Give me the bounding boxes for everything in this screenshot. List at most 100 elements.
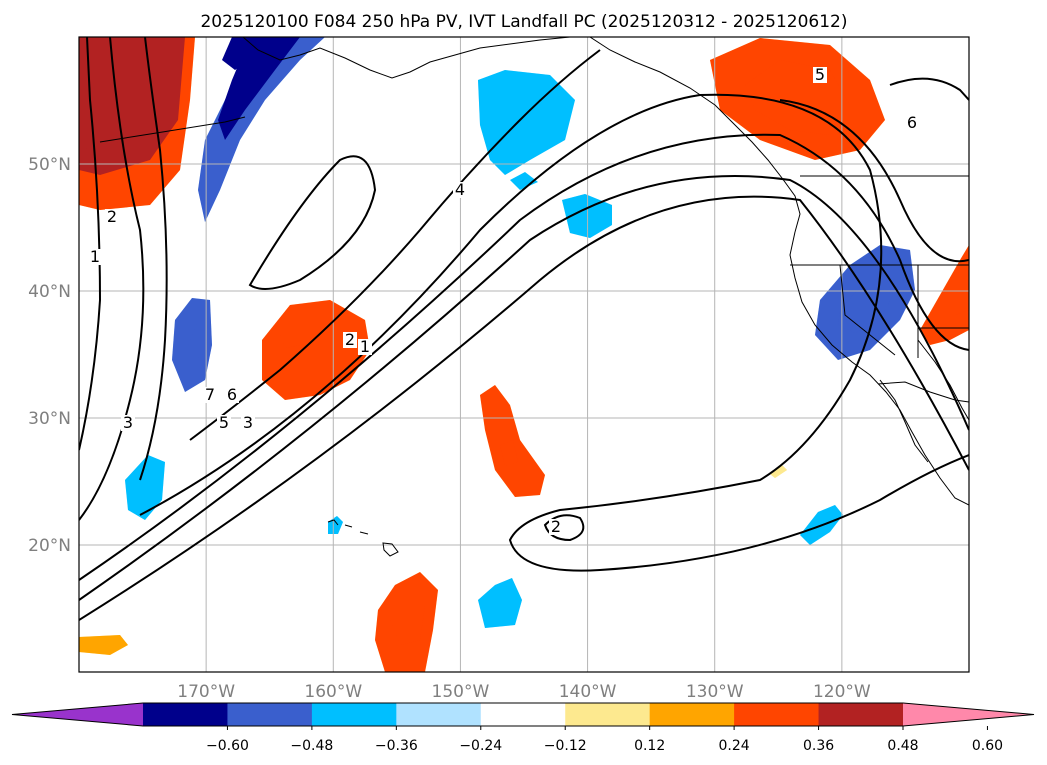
pv-label-bg	[241, 415, 255, 431]
pv-label-bg	[453, 182, 467, 198]
pv-label-bg	[549, 519, 563, 535]
pc-fill-main	[478, 70, 575, 175]
colorbar-tick-label: 0.48	[887, 738, 918, 754]
lat-tick-label: 50°N	[28, 155, 71, 175]
pc-fill-main	[920, 245, 969, 345]
gridlines	[79, 37, 969, 672]
colorbar-swatch	[818, 703, 904, 726]
pv-contours	[79, 37, 969, 621]
colorbar-swatch	[396, 703, 482, 726]
pc-fill-main	[125, 455, 165, 520]
pv-contour-label: 1	[90, 247, 100, 266]
pv-contour-label: 1	[360, 337, 370, 356]
pc-fill-core	[218, 37, 300, 140]
pc-region-east-edge-high	[920, 245, 969, 345]
pc-fill-main	[262, 300, 370, 400]
pv-contour	[79, 133, 969, 581]
pc-fill-core	[945, 275, 969, 315]
colorbar-tick-label: 0.60	[972, 738, 1003, 754]
colorbar-tick-label: −0.24	[459, 738, 502, 754]
colorbar-swatch	[227, 703, 313, 726]
pv-label-bg	[121, 415, 135, 431]
pv-contour-label: 6	[907, 113, 917, 132]
coastline-alaska-panhandle	[589, 37, 801, 233]
pc-fill-main	[79, 635, 128, 655]
pv-contour-ridge-loop	[248, 155, 377, 290]
lon-tick-label: 130°W	[686, 682, 744, 702]
pv-label-bg	[343, 332, 357, 348]
pv-contour-label: 2	[107, 207, 117, 226]
longitude-labels: 170°W 160°W 150°W 140°W 130°W 120°W	[177, 682, 871, 702]
pc-fill-core	[500, 440, 518, 466]
map-frame	[78, 36, 970, 673]
lat-tick-label: 40°N	[28, 282, 71, 302]
pv-contour-label: 2	[551, 517, 561, 536]
pv-contour	[79, 37, 102, 451]
colorbar-swatch	[143, 703, 228, 726]
lon-tick-label: 170°W	[177, 682, 235, 702]
colorbar-swatch	[734, 703, 820, 726]
pv-contour	[79, 37, 145, 521]
colorbar-tick-label: −0.60	[206, 738, 249, 754]
pc-fill-main	[770, 465, 787, 478]
pc-region-small-low	[562, 194, 612, 238]
border-us-mexico	[877, 381, 969, 403]
colorbar-tick-labels: −0.60 −0.48 −0.36 −0.24 −0.12 0.12 0.24 0.36 0.4…	[206, 726, 1003, 754]
pv-contour-east-ridge	[779, 77, 969, 263]
pc-fill-main	[562, 194, 612, 238]
colorbar-outline	[11, 702, 1035, 727]
pv-contour-label: 3	[123, 413, 133, 432]
coastline-aleutians	[99, 116, 246, 143]
lon-tick-label: 160°W	[304, 682, 362, 702]
pv-contour-label: 5	[219, 413, 229, 432]
pc-region-south-high	[375, 572, 438, 672]
pv-label-bg	[905, 115, 919, 131]
colorbar-swatch	[480, 703, 566, 726]
pv-contour-small-loop	[543, 514, 585, 542]
coastline-mainland-mexico	[917, 339, 969, 421]
pc-fill-main	[478, 578, 522, 628]
coastline-alaska	[242, 37, 571, 79]
colorbar-tick-label: −0.48	[290, 738, 333, 754]
pc-region-south-low	[478, 578, 522, 628]
pc-fill-core	[390, 595, 425, 645]
pv-label-bg	[358, 339, 372, 355]
pc-region-ne-pacific-high	[710, 38, 885, 160]
pv-label-bg	[105, 209, 119, 225]
pc-fill-core	[280, 318, 312, 348]
colorbar-tick-label: 0.24	[719, 738, 750, 754]
colorbar-tick-label: 0.36	[803, 738, 834, 754]
lon-tick-label: 120°W	[813, 682, 871, 702]
pv-contour-label: 3	[243, 413, 253, 432]
pv-contour-label: 7	[205, 385, 215, 404]
pv-contour-label: 6	[227, 385, 237, 404]
pc-region-central-high	[262, 300, 370, 400]
pc-fill-core	[188, 320, 208, 360]
pc-region-north-low	[198, 37, 325, 222]
pv-contour-label: 5	[815, 65, 825, 84]
pc-region-subtropical-high	[480, 385, 545, 497]
pv-contour	[139, 37, 168, 481]
colorbar-swatch	[311, 703, 397, 726]
colorbar-extend-low	[12, 703, 143, 726]
colorbar	[11, 702, 1035, 727]
lat-tick-label: 20°N	[28, 536, 71, 556]
pc-fill-core	[222, 37, 265, 70]
pv-contour-label: 4	[455, 180, 465, 199]
border-interior	[917, 265, 969, 358]
chart-title: 2025120100 F084 250 hPa PV, IVT Landfall…	[200, 12, 847, 32]
pc-fill-layer	[79, 37, 969, 672]
pc-region-sw-small-high	[79, 635, 128, 655]
pc-region-west-low	[172, 298, 212, 392]
pv-contour-label: 2	[345, 330, 355, 349]
lon-tick-label: 140°W	[559, 682, 617, 702]
pc-fill-core	[510, 172, 538, 190]
pv-label-bg	[217, 415, 231, 431]
coastline-hawaii	[327, 519, 399, 557]
colorbar-extend-high	[903, 703, 1034, 726]
colorbar-swatch	[565, 703, 651, 726]
colorbar-tick-label: −0.12	[544, 738, 587, 754]
